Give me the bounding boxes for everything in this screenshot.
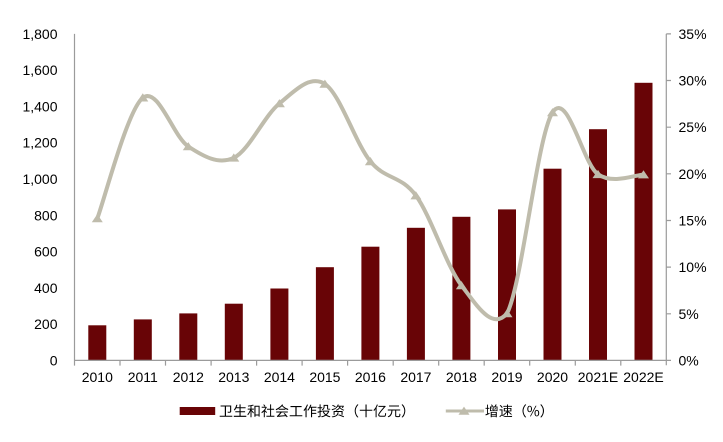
- svg-text:30%: 30%: [679, 73, 707, 89]
- svg-text:20%: 20%: [679, 166, 707, 182]
- svg-text:1,400: 1,400: [22, 99, 57, 115]
- svg-text:2017: 2017: [400, 369, 431, 385]
- svg-text:2014: 2014: [264, 369, 295, 385]
- svg-text:0: 0: [50, 352, 58, 368]
- svg-text:2012: 2012: [173, 369, 204, 385]
- svg-text:1,000: 1,000: [22, 171, 57, 187]
- svg-text:200: 200: [34, 316, 58, 332]
- svg-text:35%: 35%: [679, 26, 707, 42]
- svg-text:1,800: 1,800: [22, 26, 57, 42]
- svg-text:2022E: 2022E: [623, 369, 663, 385]
- svg-text:2015: 2015: [309, 369, 340, 385]
- svg-text:25%: 25%: [679, 119, 707, 135]
- svg-text:1,200: 1,200: [22, 135, 57, 151]
- svg-text:2021E: 2021E: [578, 369, 618, 385]
- svg-text:2016: 2016: [355, 369, 386, 385]
- svg-text:2020: 2020: [537, 369, 568, 385]
- svg-text:10%: 10%: [679, 259, 707, 275]
- svg-text:400: 400: [34, 280, 58, 296]
- svg-text:600: 600: [34, 244, 58, 260]
- svg-text:15%: 15%: [679, 213, 707, 229]
- svg-text:2019: 2019: [491, 369, 522, 385]
- svg-text:0%: 0%: [679, 352, 699, 368]
- svg-text:1,600: 1,600: [22, 62, 57, 78]
- svg-text:800: 800: [34, 207, 58, 223]
- svg-text:2013: 2013: [218, 369, 249, 385]
- svg-text:2018: 2018: [446, 369, 477, 385]
- svg-text:2011: 2011: [128, 369, 158, 385]
- svg-text:2010: 2010: [82, 369, 113, 385]
- svg-text:5%: 5%: [679, 306, 699, 322]
